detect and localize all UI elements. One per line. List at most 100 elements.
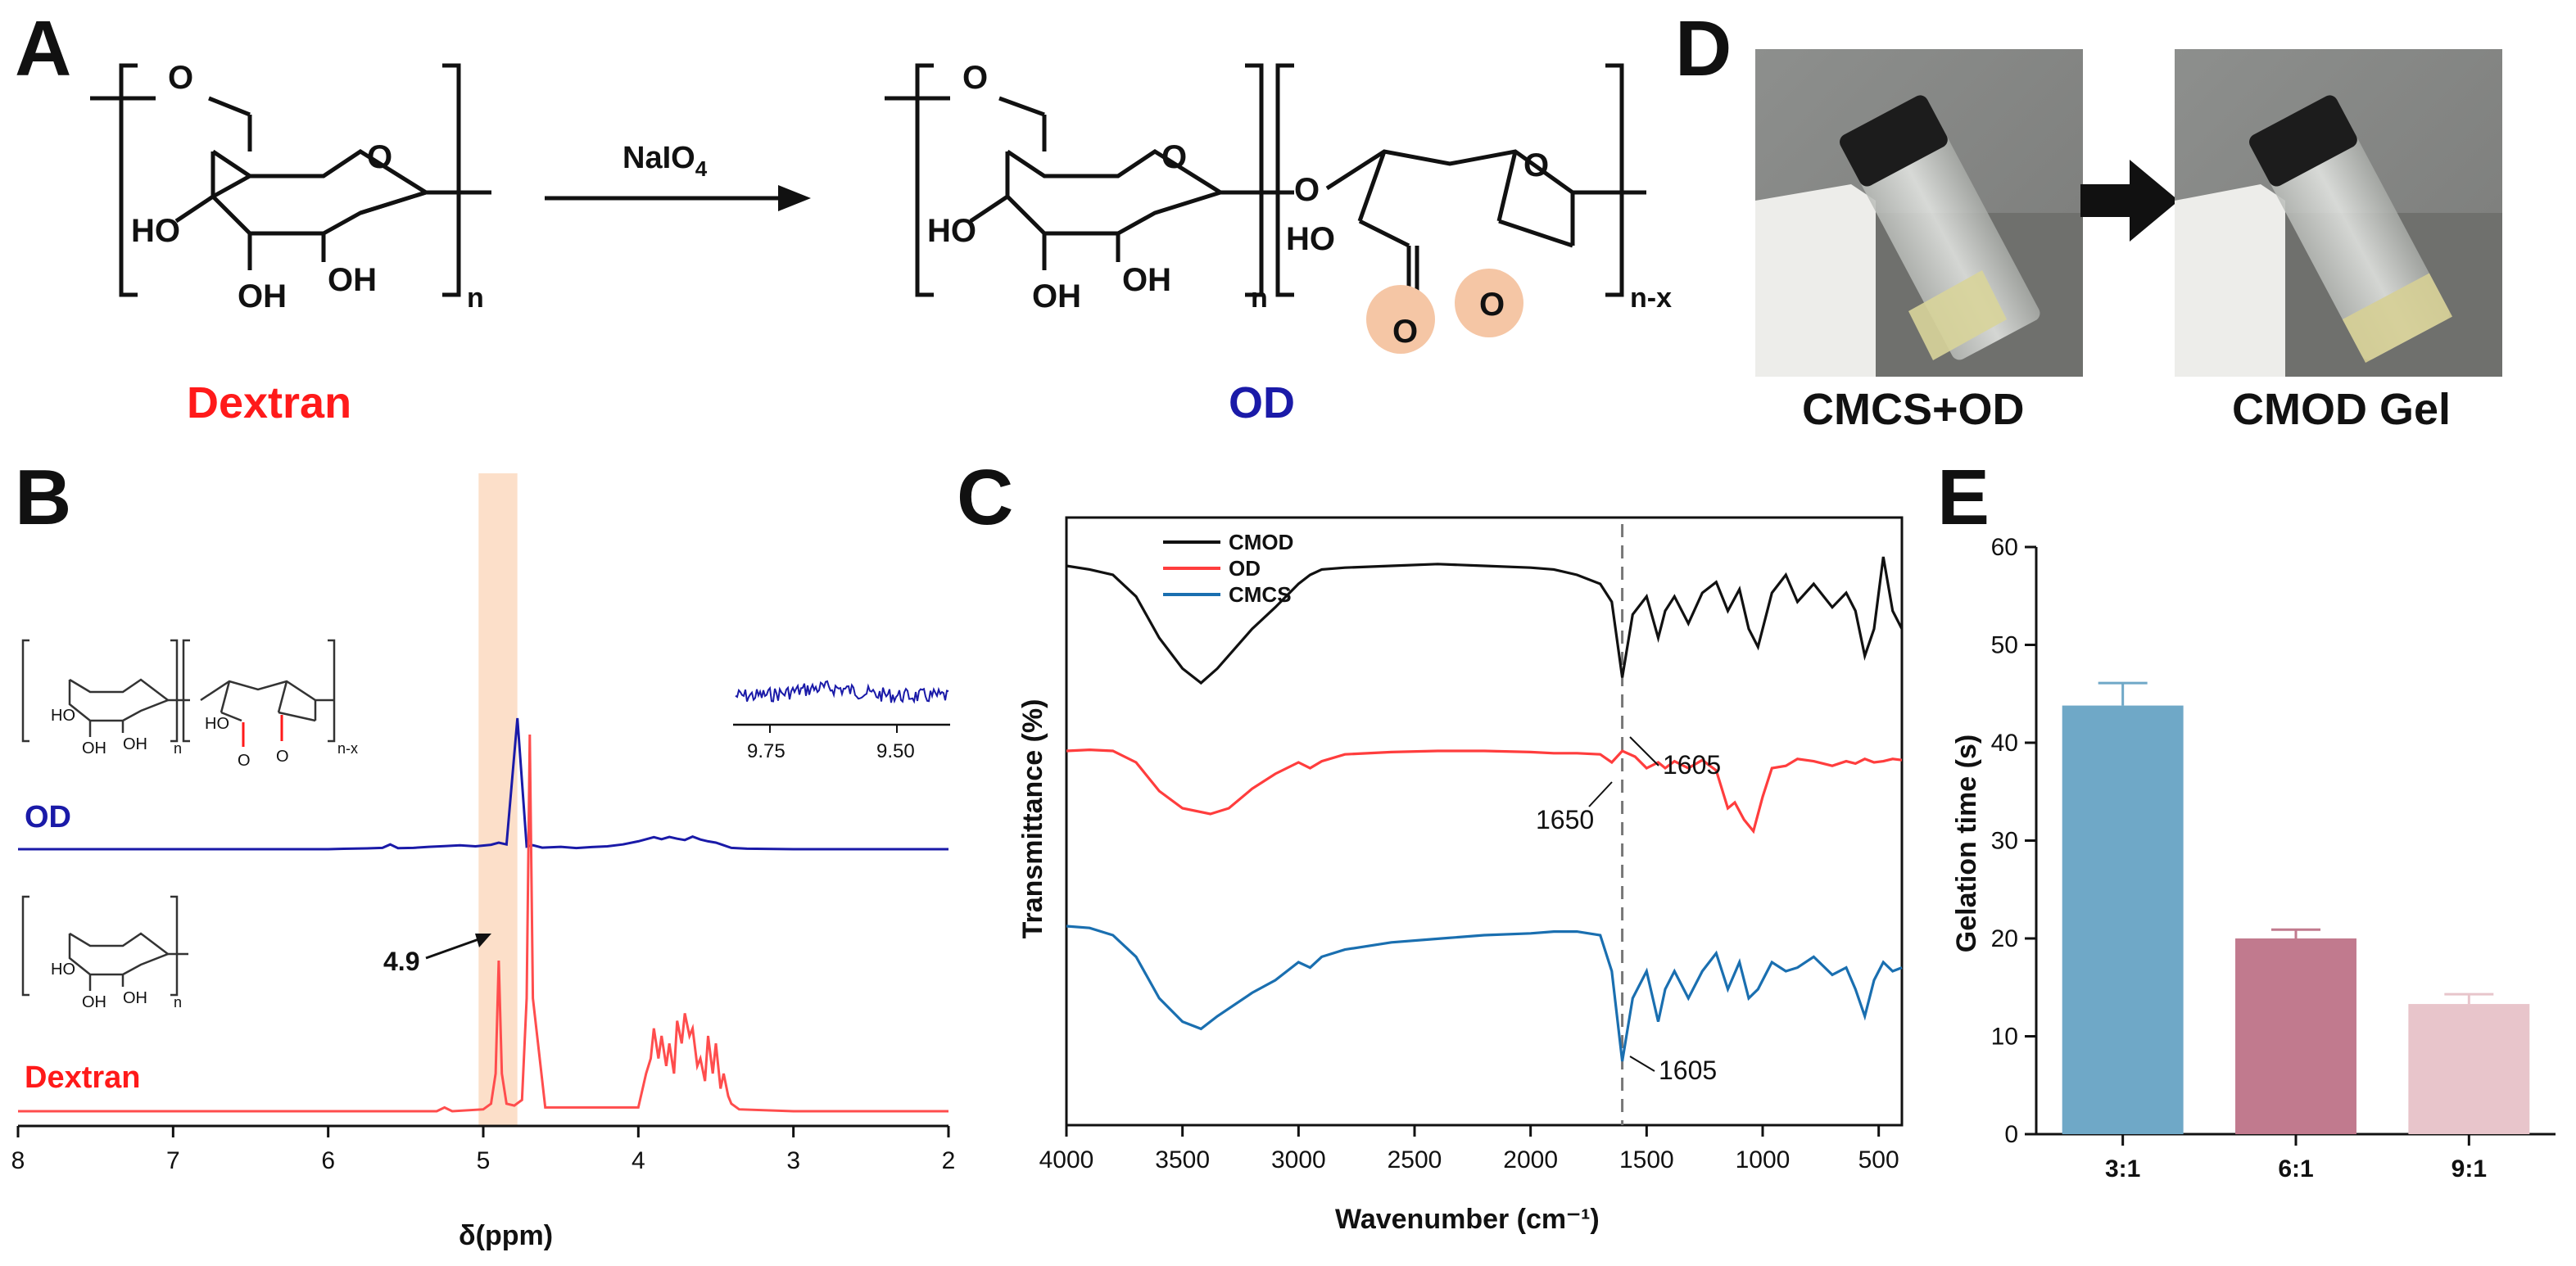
nmr-x-ticks: 8 7 6 5 4 3 2 <box>11 1126 956 1174</box>
bar-y-tick-label: 0 <box>2004 1121 2018 1148</box>
panel-e-gelation: 0 10 20 30 40 50 60 3:1 6:1 9:1 Gelation time (s… <box>1951 534 2556 1182</box>
dextran-structure <box>90 63 491 297</box>
dextran-ring-o-top: O <box>168 60 193 96</box>
ftir-x-tick-label: 3000 <box>1271 1146 1326 1173</box>
od-ho-2: HO <box>1286 221 1335 257</box>
dextran-oh-2: OH <box>328 262 377 298</box>
od-ring-o-top: O <box>962 60 988 96</box>
ftir-x-tick-label: 3500 <box>1155 1146 1210 1173</box>
bar-y-tick-label: 50 <box>1991 632 2018 659</box>
panel-letter-d: D <box>1675 5 1732 93</box>
nmr-inset: 9.75 9.50 <box>733 680 950 762</box>
nmr-dex-oh-2: OH <box>123 989 147 1007</box>
nmr-od-ho: HO <box>51 707 75 725</box>
nmr-annotation-arrowhead <box>475 934 491 947</box>
nmr-inset-trace <box>735 680 949 704</box>
aldehyde-highlight-1 <box>1366 285 1435 354</box>
bar-2 <box>2235 938 2356 1134</box>
bar-3 <box>2408 1004 2530 1134</box>
nmr-dex-oh-1: OH <box>82 993 106 1011</box>
nmr-inset-tick-label-1: 9.75 <box>747 740 785 762</box>
ftir-anno-line-3 <box>1629 1056 1655 1072</box>
ftir-anno-line-2 <box>1588 781 1613 807</box>
nmr-x-tick-label: 7 <box>166 1147 180 1174</box>
panel-letter-b: B <box>15 454 71 541</box>
nmr-x-tick-label: 4 <box>632 1147 645 1174</box>
dextran-ho: HO <box>131 213 180 249</box>
dextran-oh-1: OH <box>238 278 287 314</box>
nmr-annotation-4-9: 4.9 <box>383 947 419 976</box>
bar-y-tick-label: 20 <box>1991 925 2018 952</box>
caption-cmcs-od: CMCS+OD <box>1802 385 2025 434</box>
ftir-x-tick-label: 4000 <box>1039 1146 1094 1173</box>
od-ring-o-3: O <box>1523 147 1549 183</box>
nmr-label-dextran: Dextran <box>25 1060 141 1095</box>
nmr-x-tick-label: 3 <box>786 1147 800 1174</box>
od-ring-o: O <box>1161 139 1187 175</box>
nmr-x-tick-label: 8 <box>11 1147 25 1174</box>
nmr-dex-n: n <box>174 994 182 1011</box>
od-ring-o-2: O <box>1294 172 1320 208</box>
bar-y-tick-label: 30 <box>1991 828 2018 855</box>
ftir-x-tick-label: 2000 <box>1503 1146 1558 1173</box>
dextran-label: Dextran <box>187 378 351 427</box>
nmr-od-o-1: O <box>238 752 251 770</box>
ftir-x-tick-label: 500 <box>1858 1146 1899 1173</box>
bar-marks <box>2062 681 2530 1134</box>
reaction-arrow <box>545 185 811 211</box>
photo-cmod-gel <box>2175 49 2502 377</box>
panel-a-scheme: O O HO OH OH n Dextran NaIO4 <box>90 60 1672 427</box>
nmr-od-n: n <box>174 740 182 757</box>
ftir-legend-od: OD <box>1229 556 1261 581</box>
nmr-annotation-arrow <box>425 936 484 960</box>
od-n: n <box>1251 283 1268 314</box>
ftir-legend-cmod: CMOD <box>1229 530 1293 554</box>
od-aldehyde-o-2: O <box>1479 287 1505 323</box>
nmr-dex-ho: HO <box>51 961 75 979</box>
bar-x-label: 6:1 <box>2278 1155 2313 1182</box>
nmr-x-tick-label: 2 <box>942 1147 956 1174</box>
nmr-x-title: δ(ppm) <box>459 1220 553 1251</box>
ftir-x-ticks: 4000 3500 3000 2500 2000 1500 1000 500 <box>1039 1125 1899 1173</box>
od-aldehyde-o-1: O <box>1392 314 1418 350</box>
ftir-legend-cmcs: CMCS <box>1229 582 1292 607</box>
od-label: OD <box>1229 378 1295 427</box>
nmr-od-oh-2: OH <box>123 735 147 753</box>
ftir-series-cmod <box>1066 556 1904 685</box>
panel-letter-a: A <box>15 5 71 93</box>
bar-x-labels: 3:1 6:1 9:1 <box>2105 1134 2487 1182</box>
ftir-x-tick-label: 2500 <box>1388 1146 1442 1173</box>
panel-d-photos: CMCS+OD CMOD Gel <box>1755 49 2502 434</box>
ftir-anno-line-1 <box>1629 736 1659 766</box>
nmr-od-ho-2: HO <box>205 715 229 733</box>
ftir-legend: CMOD OD CMCS <box>1163 530 1293 607</box>
panel-d-arrow <box>2080 160 2179 242</box>
ftir-anno-1650: 1650 <box>1536 805 1594 834</box>
nmr-x-tick-label: 6 <box>321 1147 335 1174</box>
bar-y-ticks: 0 10 20 30 40 50 60 <box>1991 534 2036 1148</box>
panel-letter-e: E <box>1937 454 1990 541</box>
nmr-structure-dextran <box>21 895 188 997</box>
ftir-y-title: Transmittance (%) <box>1017 699 1048 939</box>
nmr-series-od <box>18 717 948 851</box>
ftir-series-cmcs <box>1066 925 1903 1062</box>
photo-cmcs-od <box>1755 49 2083 377</box>
od-ho: HO <box>927 213 976 249</box>
od-structure <box>885 63 1646 303</box>
ftir-anno-1605-top: 1605 <box>1663 750 1721 780</box>
nmr-label-od: OD <box>25 800 71 834</box>
od-oh-2: OH <box>1122 262 1171 298</box>
reagent-naio4: NaIO4 <box>622 141 708 181</box>
bar-y-tick-label: 40 <box>1991 730 2018 757</box>
nmr-x-tick-label: 5 <box>477 1147 491 1174</box>
ftir-frame <box>1065 516 1904 1127</box>
bar-x-label: 3:1 <box>2105 1155 2140 1182</box>
nmr-structure-od <box>21 639 336 743</box>
nmr-series-dextran <box>18 734 948 1113</box>
dextran-ring-o: O <box>367 139 392 175</box>
nmr-inset-tick-label-2: 9.50 <box>876 740 915 762</box>
bar-x-label: 9:1 <box>2452 1155 2487 1182</box>
od-oh-1: OH <box>1032 278 1081 314</box>
ftir-series-od <box>1066 748 1903 834</box>
